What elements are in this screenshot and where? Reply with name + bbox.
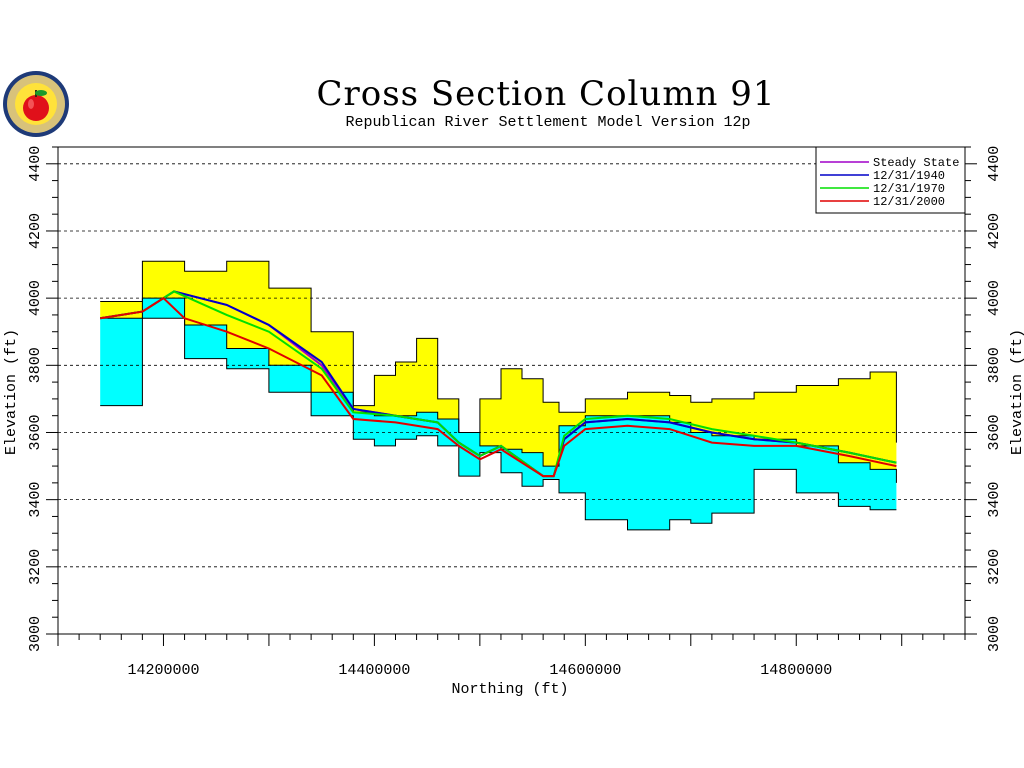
y-tick-label-right: 4200 [986,213,1003,249]
legend-label-2000: 12/31/2000 [873,195,945,209]
plot-layers [100,260,897,531]
y-axis-label-right: Elevation (ft) [1009,329,1024,455]
y-tick-label-left: 4000 [27,280,44,316]
aquifer-base-outline [100,317,897,531]
y-tick-label-right: 3600 [986,414,1003,450]
legend-box [815,146,966,214]
y-tick-label-right: 3400 [986,482,1003,518]
y-tick-label-right: 3200 [986,549,1003,585]
x-axis-label: Northing (ft) [451,681,568,698]
series-lines [100,290,897,478]
x-tick-label: 14800000 [760,662,832,679]
y-tick-label-right: 4000 [986,280,1003,316]
y-tick-label-right: 3800 [986,347,1003,383]
y-axis-label-left: Elevation (ft) [3,329,20,455]
chart-title: Cross Section Column 91 [316,74,775,114]
legend-label-steady-state: Steady State [873,156,959,170]
y-tick-label-left: 4200 [27,213,44,249]
y-tick-label-right: 4400 [986,146,1003,182]
legend-label-1940: 12/31/1940 [873,169,945,183]
axis-ticks: 14200000 14400000 14600000 14800000 3000 3000… [27,146,1003,679]
x-tick-label: 14200000 [127,662,199,679]
y-tick-label-left: 4400 [27,146,44,182]
series-line-y1970 [100,290,897,478]
y-tick-label-left: 3400 [27,482,44,518]
plot-frame [57,146,966,635]
y-tick-label-left: 3200 [27,549,44,585]
series-line-y2000 [100,296,897,478]
legend-label-1970: 12/31/1970 [873,182,945,196]
land-surface-outline [100,260,897,443]
upper-layer-area [100,261,897,483]
x-tick-label: 14600000 [549,662,621,679]
y-tick-label-left: 3800 [27,347,44,383]
y-tick-label-left: 3600 [27,414,44,450]
x-tick-label: 14400000 [338,662,410,679]
legend: Steady State 12/31/1940 12/31/1970 12/31… [815,146,966,214]
lower-layer-area [100,298,897,530]
y-tick-label-left: 3000 [27,616,44,652]
y-tick-label-right: 3000 [986,616,1003,652]
seal-logo-icon [3,71,69,137]
chart-subtitle: Republican River Settlement Model Versio… [345,114,750,131]
